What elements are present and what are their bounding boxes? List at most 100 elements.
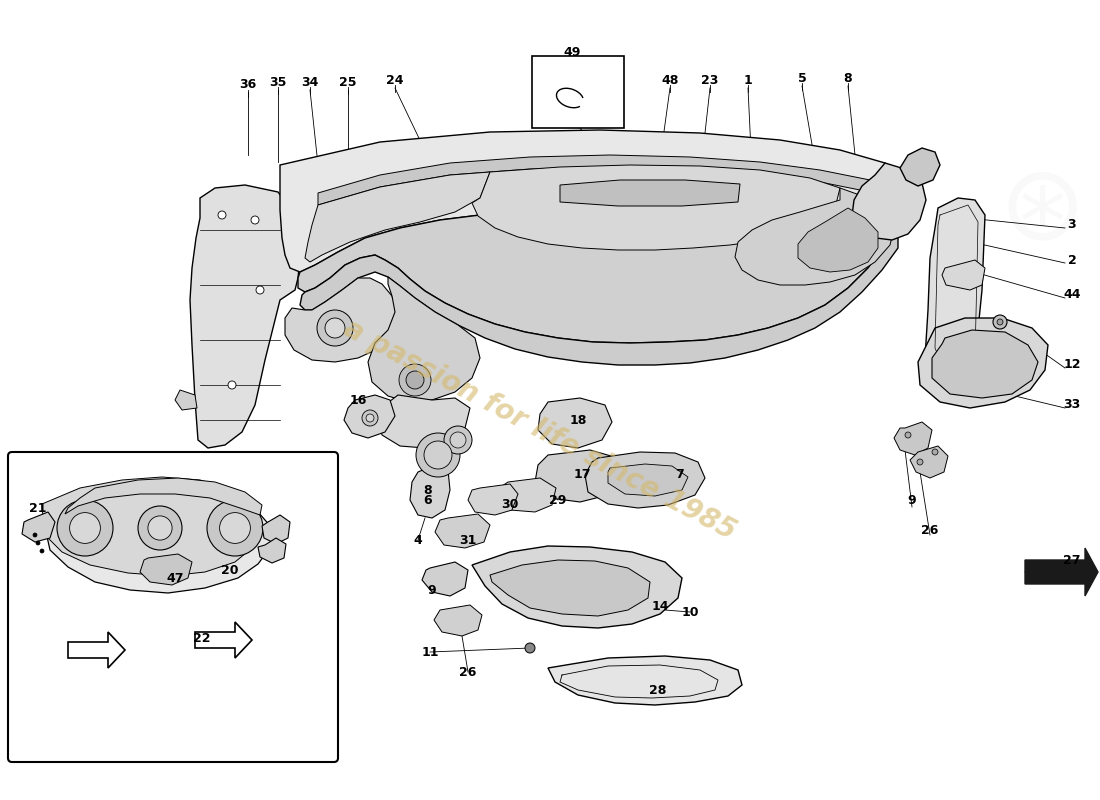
Polygon shape <box>538 398 612 448</box>
Circle shape <box>69 513 100 543</box>
Polygon shape <box>434 514 490 548</box>
Polygon shape <box>300 222 898 365</box>
Text: 7: 7 <box>675 469 684 482</box>
Polygon shape <box>585 452 705 508</box>
Polygon shape <box>434 605 482 636</box>
Text: 2: 2 <box>1068 254 1077 266</box>
Circle shape <box>218 211 226 219</box>
Text: 30: 30 <box>502 498 519 511</box>
Polygon shape <box>490 560 650 616</box>
Text: 9: 9 <box>428 583 437 597</box>
Polygon shape <box>942 260 985 290</box>
Text: 48: 48 <box>661 74 679 86</box>
Polygon shape <box>190 185 300 448</box>
Circle shape <box>362 410 378 426</box>
Circle shape <box>399 364 431 396</box>
Polygon shape <box>65 478 262 515</box>
Circle shape <box>993 315 1007 329</box>
Polygon shape <box>258 538 286 563</box>
Polygon shape <box>910 446 948 478</box>
Text: a passion for life since 1985: a passion for life since 1985 <box>339 314 740 546</box>
Text: 5: 5 <box>798 71 806 85</box>
Text: ⊛: ⊛ <box>999 159 1086 261</box>
Circle shape <box>932 449 938 455</box>
Text: 18: 18 <box>570 414 586 426</box>
Text: 34: 34 <box>301 75 319 89</box>
Polygon shape <box>195 622 252 658</box>
Polygon shape <box>410 465 450 518</box>
Circle shape <box>997 319 1003 325</box>
Polygon shape <box>368 277 480 402</box>
Circle shape <box>40 549 44 553</box>
Text: 49: 49 <box>563 46 581 58</box>
Polygon shape <box>378 395 470 448</box>
Polygon shape <box>852 163 926 240</box>
Polygon shape <box>468 484 518 515</box>
Text: 12: 12 <box>1064 358 1080 371</box>
Text: 3: 3 <box>1068 218 1076 231</box>
Polygon shape <box>560 180 740 206</box>
Circle shape <box>207 500 263 556</box>
Polygon shape <box>46 486 272 593</box>
Text: 1: 1 <box>744 74 752 86</box>
Polygon shape <box>798 208 878 272</box>
Polygon shape <box>262 515 290 544</box>
Circle shape <box>525 643 535 653</box>
Text: 14: 14 <box>651 601 669 614</box>
Text: 27: 27 <box>1064 554 1080 566</box>
Text: 29: 29 <box>549 494 566 506</box>
Polygon shape <box>318 155 892 205</box>
Polygon shape <box>900 148 940 186</box>
Text: 20: 20 <box>221 563 239 577</box>
Circle shape <box>416 433 460 477</box>
Polygon shape <box>280 130 910 272</box>
Circle shape <box>138 506 182 550</box>
Text: 33: 33 <box>1064 398 1080 411</box>
Circle shape <box>444 426 472 454</box>
Text: 28: 28 <box>649 683 667 697</box>
Text: 24: 24 <box>386 74 404 86</box>
Polygon shape <box>175 390 197 410</box>
Text: 25: 25 <box>339 75 356 89</box>
Text: 8: 8 <box>424 483 432 497</box>
Polygon shape <box>344 395 395 438</box>
Polygon shape <box>548 656 742 705</box>
Circle shape <box>317 310 353 346</box>
Text: 36: 36 <box>240 78 256 91</box>
Text: 17: 17 <box>573 469 591 482</box>
Text: 8: 8 <box>844 71 852 85</box>
Text: 47: 47 <box>166 571 184 585</box>
Polygon shape <box>925 198 985 382</box>
Text: 23: 23 <box>702 74 718 86</box>
Circle shape <box>220 513 251 543</box>
Circle shape <box>917 459 923 465</box>
Text: 44: 44 <box>1064 289 1080 302</box>
Text: 9: 9 <box>908 494 916 506</box>
FancyBboxPatch shape <box>8 452 338 762</box>
Circle shape <box>36 541 40 545</box>
Polygon shape <box>472 165 840 250</box>
Circle shape <box>450 432 466 448</box>
Text: 26: 26 <box>460 666 476 678</box>
Text: 22: 22 <box>194 631 211 645</box>
Circle shape <box>57 500 113 556</box>
Circle shape <box>256 286 264 294</box>
Polygon shape <box>22 512 55 542</box>
Text: 10: 10 <box>681 606 698 618</box>
Circle shape <box>406 371 424 389</box>
FancyBboxPatch shape <box>532 56 624 128</box>
Text: 35: 35 <box>270 75 287 89</box>
Circle shape <box>905 432 911 438</box>
Circle shape <box>33 533 37 537</box>
Circle shape <box>228 381 236 389</box>
Polygon shape <box>305 172 490 262</box>
Text: 16: 16 <box>350 394 366 406</box>
Circle shape <box>324 318 345 338</box>
Polygon shape <box>918 318 1048 408</box>
Polygon shape <box>932 330 1038 398</box>
Polygon shape <box>608 464 688 496</box>
Polygon shape <box>535 450 622 502</box>
Polygon shape <box>894 422 932 455</box>
Polygon shape <box>1025 548 1098 596</box>
Polygon shape <box>68 632 125 668</box>
